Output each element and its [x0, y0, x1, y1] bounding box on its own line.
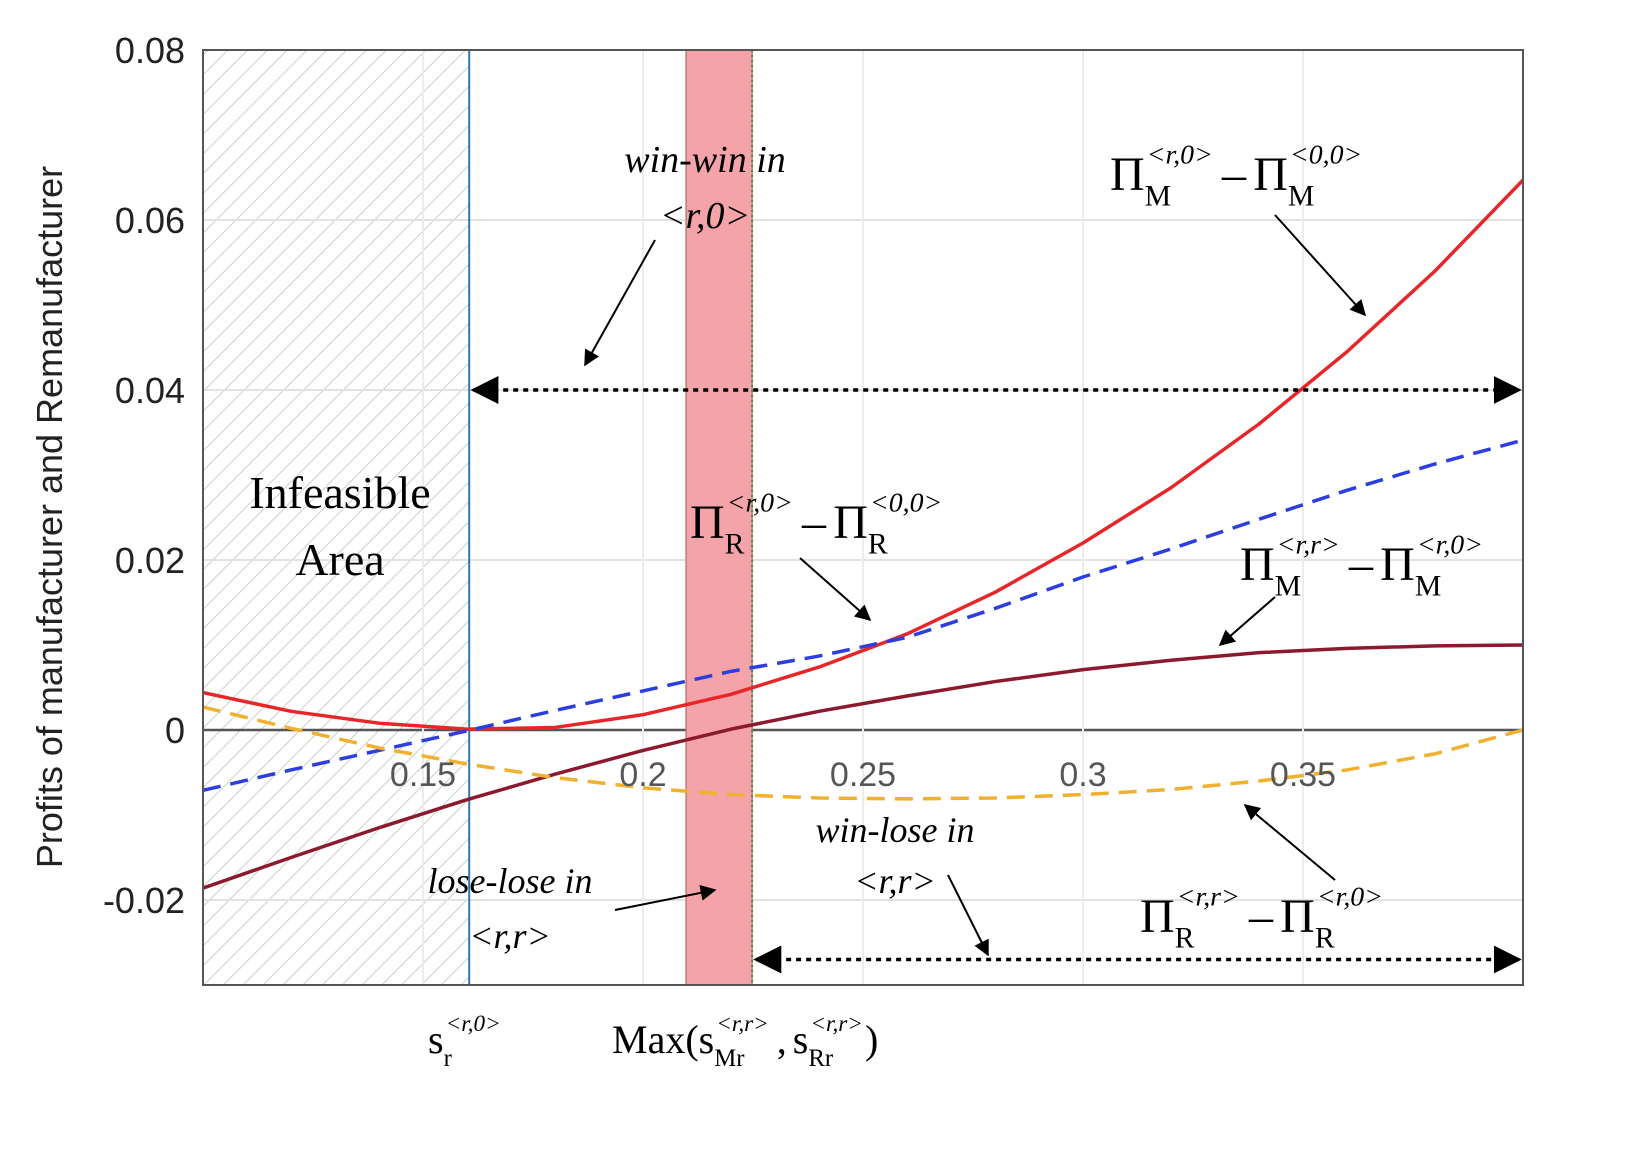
math-text: ): [865, 1017, 878, 1062]
math-text: <r,r>: [1277, 530, 1340, 561]
y-axis-label: Profits of manufacturer and Remanufactur…: [29, 166, 70, 868]
annotation: lose-lose in: [428, 861, 593, 901]
y-tick-label: 0.04: [115, 370, 185, 411]
arrow: [614, 884, 717, 911]
math-text: Mr: [714, 1045, 745, 1072]
annotation: <r,0>: [660, 195, 750, 237]
y-tick-label: 0: [165, 710, 185, 751]
region-label: Infeasible: [249, 467, 430, 518]
math-text: ,: [777, 1017, 787, 1062]
background-layer: [203, 49, 1523, 986]
series-line: [203, 438, 1523, 793]
math-text: <r,0>: [1317, 882, 1383, 913]
series-line: [203, 705, 1523, 801]
math-text: s: [793, 1017, 809, 1062]
x-tick-label: 0.35: [1270, 756, 1336, 794]
highlight-band: [685, 49, 753, 986]
y-tick-label: 0.06: [115, 200, 185, 241]
math-text: r: [444, 1045, 453, 1072]
y-tick-label: -0.02: [103, 880, 185, 921]
math-text: –: [801, 496, 827, 549]
series-line: [203, 643, 1523, 890]
math-text: Π: [1280, 890, 1315, 943]
y-tick-label: 0.08: [115, 30, 185, 71]
arrow: [799, 557, 872, 622]
math-text: Π: [690, 496, 725, 549]
arrow: [1218, 596, 1276, 647]
annotation: <r,r>: [854, 861, 936, 901]
math-text: <r,0>: [1417, 530, 1483, 561]
math-text: <r,0>: [727, 488, 793, 519]
x-tick-label: 0.3: [1059, 756, 1106, 794]
math-text: R: [1175, 921, 1195, 954]
math-text: Π: [1110, 148, 1145, 201]
math-text: s: [428, 1017, 444, 1062]
math-text: <r,r>: [810, 1011, 863, 1037]
math-text: M: [1288, 179, 1314, 212]
math-text: Π: [1380, 538, 1415, 591]
math-text: –: [1348, 538, 1374, 591]
math-text: Π: [1240, 538, 1275, 591]
region-label: Area: [295, 534, 384, 585]
infeasible-region: [203, 50, 470, 985]
math-text: s: [699, 1017, 715, 1062]
math-text: <r,0>: [446, 1011, 501, 1037]
math-text: Π: [1140, 890, 1175, 943]
math-text: <0,0>: [870, 488, 942, 519]
annotation: <r,r>: [469, 916, 551, 956]
math-text: R: [725, 527, 745, 560]
x-tick-label: 0.2: [619, 756, 666, 794]
math-text: M: [1145, 179, 1171, 212]
math-text: <r,0>: [1147, 140, 1213, 171]
arrow: [584, 239, 656, 367]
math-text: M: [1275, 569, 1301, 602]
math-text: R: [1315, 921, 1335, 954]
math-text: <0,0>: [1290, 140, 1362, 171]
math-text: Π: [1253, 148, 1288, 201]
math-text: <r,r>: [716, 1011, 769, 1037]
plot-frame: [202, 49, 1524, 986]
annotation: win-lose in: [816, 810, 975, 850]
annotation-layer: Profits of manufacturer and Remanufactur…: [29, 30, 1524, 1072]
math-text: Max(: [612, 1017, 699, 1062]
arrows: [584, 214, 1367, 957]
arrow: [1243, 803, 1336, 881]
math-text: R: [868, 527, 888, 560]
arrow: [947, 874, 989, 957]
arrow: [1274, 214, 1367, 317]
y-tick-label: 0.02: [115, 540, 185, 581]
math-text: M: [1415, 569, 1441, 602]
x-tick-label: 0.25: [830, 756, 896, 794]
math-text: –: [1221, 148, 1247, 201]
math-text: <r,r>: [1177, 882, 1240, 913]
math-text: –: [1248, 890, 1274, 943]
math-text: Π: [833, 496, 868, 549]
math-text: Rr: [808, 1045, 834, 1072]
annotation: win-win in: [624, 139, 786, 181]
x-tick-label: 0.15: [390, 756, 456, 794]
